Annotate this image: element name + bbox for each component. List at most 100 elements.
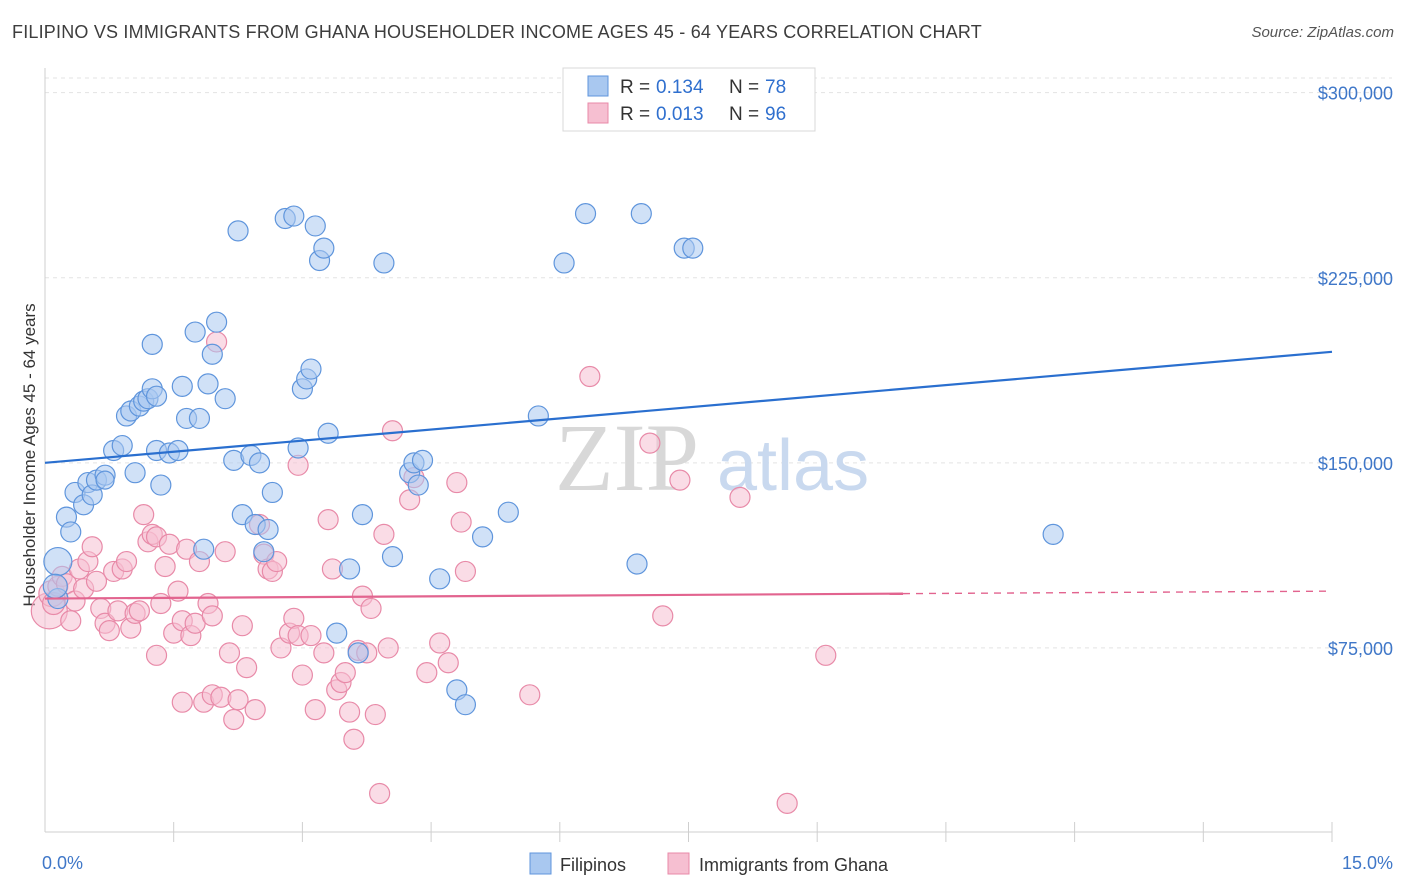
point-filipinos [253, 541, 275, 563]
y-tick-label: $75,000 [1328, 639, 1393, 659]
point-filipinos [124, 462, 146, 484]
source-label: Source: ZipAtlas.com [1251, 24, 1394, 41]
point-filipinos [145, 385, 168, 407]
point-filipinos [95, 470, 115, 490]
point-filipinos [574, 202, 597, 225]
point-filipinos [184, 321, 206, 343]
bottom-legend-swatch-filipinos [529, 852, 552, 875]
point-ghana [416, 661, 438, 684]
point-ghana [98, 620, 120, 642]
legend-r-label-filipinos: R = [620, 77, 650, 98]
point-filipinos [626, 553, 648, 575]
point-filipinos [60, 521, 82, 543]
point-ghana [729, 486, 751, 508]
point-filipinos [171, 375, 193, 397]
point-ghana [60, 610, 82, 632]
point-filipinos [471, 526, 494, 548]
point-filipinos [497, 501, 519, 523]
point-ghana [201, 605, 223, 627]
point-ghana [579, 365, 601, 388]
point-filipinos [111, 434, 133, 457]
legend-n-label-ghana: N = [729, 104, 759, 125]
point-ghana [167, 580, 189, 602]
point-ghana [373, 523, 395, 546]
bottom-legend-swatch-ghana [667, 852, 690, 875]
point-filipinos [141, 333, 163, 355]
point-filipinos [43, 546, 73, 577]
point-filipinos [42, 573, 68, 599]
point-filipinos [257, 518, 279, 541]
legend-r-value-ghana: 0.013 [656, 104, 704, 125]
point-filipinos [193, 538, 215, 560]
series-ghana-points [30, 331, 837, 814]
point-ghana [313, 642, 335, 664]
trend-line-filipinos [44, 350, 1333, 464]
point-ghana [145, 644, 168, 666]
point-ghana [81, 536, 103, 558]
point-ghana [231, 615, 253, 637]
point-ghana [519, 684, 541, 706]
legend-r-value-filipinos: 0.134 [656, 77, 704, 98]
point-ghana [652, 605, 674, 627]
point-ghana [369, 782, 391, 805]
point-filipinos [317, 422, 339, 444]
point-ghana [454, 560, 477, 583]
point-ghana [304, 699, 326, 721]
point-ghana [377, 637, 399, 659]
point-filipinos [326, 622, 348, 644]
y-tick-labels: $75,000 $150,000 $225,000 $300,000 [1318, 84, 1393, 659]
point-ghana [236, 657, 258, 679]
point-ghana [776, 792, 798, 814]
point-ghana [218, 642, 241, 664]
point-ghana [446, 471, 468, 494]
x-tick-label-left: 0.0% [42, 853, 83, 873]
point-filipinos [351, 504, 374, 526]
trend-line-ghana-dashed [902, 590, 1333, 595]
y-axis-label: Householder Income Ages 45 - 64 years [20, 303, 39, 606]
point-ghana [85, 570, 108, 592]
point-filipinos [150, 474, 172, 496]
legend-n-value-ghana: 96 [765, 104, 786, 125]
point-filipinos [197, 373, 219, 395]
legend-n-label-filipinos: N = [729, 77, 759, 98]
point-ghana [334, 661, 356, 684]
point-ghana [291, 664, 313, 686]
point-ghana [429, 632, 451, 654]
bottom-legend-label-filipinos: Filipinos [560, 855, 626, 875]
legend-swatch-ghana [587, 102, 609, 124]
point-ghana [223, 708, 245, 731]
point-filipinos [287, 437, 309, 459]
series-filipinos-points [42, 202, 1064, 716]
point-ghana [364, 703, 386, 726]
y-tick-label: $225,000 [1318, 269, 1393, 289]
chart-title: FILIPINO VS IMMIGRANTS FROM GHANA HOUSEH… [12, 22, 982, 42]
trend-line-ghana-solid [44, 592, 904, 600]
trend-lines [44, 350, 1333, 600]
point-filipinos [347, 642, 369, 664]
legend-n-value-filipinos: 78 [765, 77, 786, 98]
y-tick-label: $300,000 [1318, 84, 1393, 104]
point-filipinos [248, 452, 271, 474]
legend: R = 0.134 N = 78 R = 0.013 N = 96 [562, 67, 816, 132]
legend-swatch-filipinos [587, 75, 609, 97]
point-ghana [300, 624, 322, 647]
point-ghana [171, 691, 193, 713]
point-filipinos [630, 202, 652, 225]
point-filipinos [553, 252, 575, 274]
bottom-legend-label-ghana: Immigrants from Ghana [699, 855, 889, 875]
point-ghana [227, 689, 249, 711]
point-filipinos [411, 449, 434, 471]
point-filipinos [261, 481, 283, 504]
point-ghana [115, 550, 138, 573]
point-ghana [244, 699, 266, 721]
point-ghana [133, 504, 155, 526]
point-ghana [815, 644, 837, 666]
point-ghana [150, 592, 172, 615]
point-filipinos [373, 252, 395, 274]
point-filipinos [300, 358, 322, 380]
point-ghana [639, 432, 661, 454]
point-ghana [437, 652, 459, 674]
point-ghana [214, 541, 236, 563]
point-filipinos [188, 407, 211, 430]
